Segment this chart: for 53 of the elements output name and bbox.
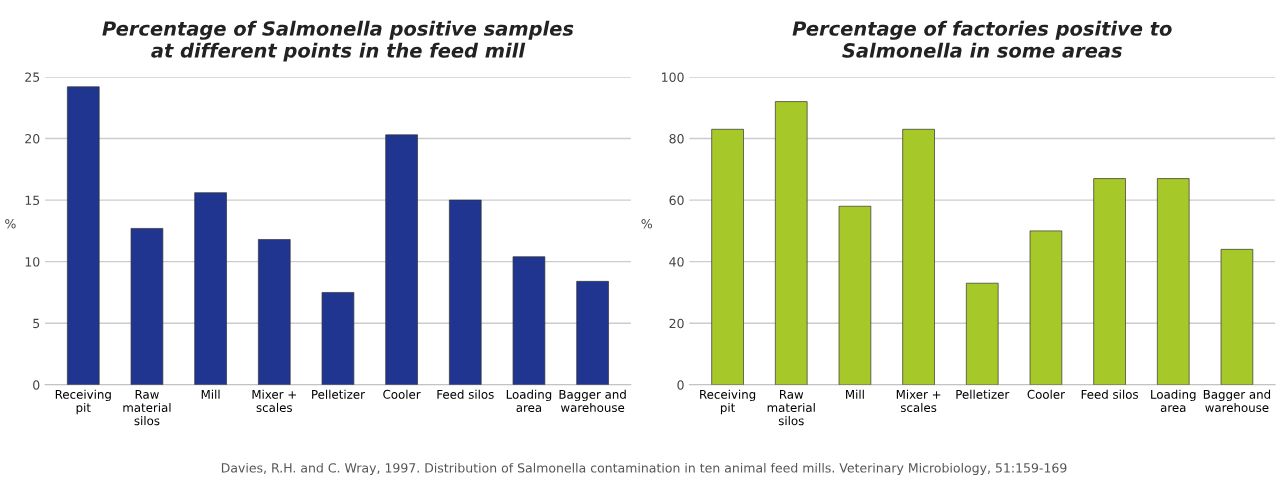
y-tick-label: 0 — [33, 380, 40, 390]
bar — [838, 205, 872, 385]
y-axis-title: % — [5, 219, 16, 229]
x-tick-label: Pelletizer — [312, 389, 365, 399]
y-tick-label: 15 — [25, 195, 40, 206]
bar — [774, 101, 808, 385]
bar — [385, 134, 418, 385]
x-tick-label: Raw material silos — [767, 390, 815, 426]
y-tick-label: 100 — [662, 72, 684, 82]
x-tick-label: Pelletizer — [956, 389, 1010, 399]
y-axis-title: % — [641, 219, 653, 229]
x-tick-label: Mill — [846, 389, 864, 399]
x-tick-label: Cooler — [1027, 389, 1065, 399]
bar — [965, 282, 999, 385]
bar — [1029, 230, 1063, 385]
y-tick-label: 5 — [33, 318, 40, 329]
bar — [194, 192, 227, 385]
y-tick-label: 20 — [669, 318, 684, 329]
x-tick-label: Mixer + scales — [252, 389, 296, 413]
bar — [1093, 178, 1126, 385]
bar — [1156, 178, 1190, 385]
y-tick-label: 40 — [669, 257, 684, 267]
bar — [321, 292, 355, 385]
chart-title: Percentage of factories positive to Salmonella in some areas — [792, 20, 1172, 58]
x-tick-label: Feed silos — [1081, 389, 1139, 399]
bar — [258, 239, 291, 385]
bar — [902, 128, 935, 385]
x-tick-label: Receiving pit — [55, 389, 111, 415]
bar — [67, 86, 100, 385]
x-tick-label: Loading area — [1151, 389, 1196, 413]
bar — [711, 128, 744, 385]
x-tick-label: Bagger and warehouse — [1203, 389, 1271, 413]
x-tick-label: Loading area — [506, 389, 552, 413]
x-tick-label: Mill — [201, 389, 220, 399]
x-tick-label: Feed silos — [437, 389, 494, 399]
y-tick-label: 80 — [669, 134, 684, 144]
x-tick-label: Raw material silos — [123, 390, 171, 426]
y-tick-label: 25 — [25, 72, 40, 82]
x-tick-label: Bagger and warehouse — [559, 389, 626, 413]
text: Davies, R.H. and C. Wray, 1997. Distribution of Salmonella contamination in ten animal feed mills. Veterinary Microbiology, 51:159-169 — [221, 462, 1067, 476]
y-tick-label: 10 — [25, 257, 40, 267]
bar — [449, 199, 482, 385]
y-tick-label: 60 — [669, 195, 684, 206]
x-tick-label: Mixer + scales — [896, 389, 941, 413]
bar — [1220, 249, 1254, 385]
chart-title: Percentage of Salmonella positive samples at different points in the feed mill — [102, 20, 574, 62]
bar — [512, 256, 546, 385]
y-tick-label: 0 — [677, 380, 684, 390]
x-tick-label: Receiving pit — [700, 389, 756, 415]
y-tick-label: 20 — [25, 134, 40, 144]
bar — [576, 281, 609, 385]
x-tick-label: Cooler — [383, 389, 421, 399]
bar — [130, 228, 164, 385]
